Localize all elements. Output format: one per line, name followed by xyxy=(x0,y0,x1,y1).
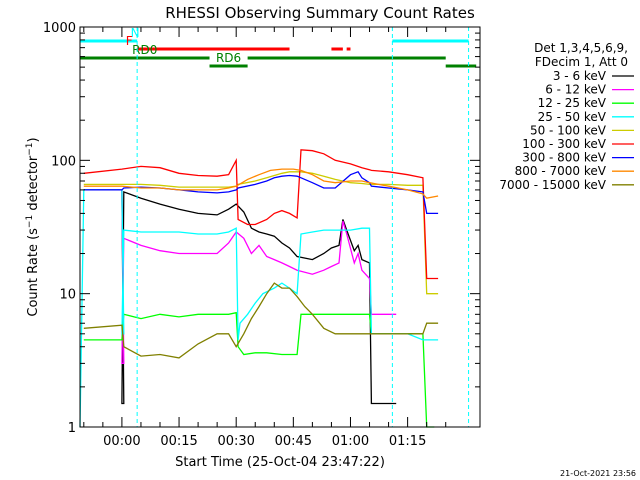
x-tick-label: 01:00 xyxy=(332,434,369,449)
legend-label-4: 50 - 100 keV xyxy=(530,123,607,137)
y-axis-label-part: −1 xyxy=(25,142,35,155)
annotation-label-RD0: RD0 xyxy=(132,43,157,57)
series-line-6 xyxy=(83,171,439,215)
series-line-2 xyxy=(83,311,435,428)
legend-label-7: 800 - 7000 keV xyxy=(515,164,607,178)
plot-frame xyxy=(79,26,481,428)
legend-header-line-1: Det 1,3,4,5,6,9, xyxy=(534,41,628,55)
series-group xyxy=(79,149,439,428)
legend-label-8: 7000 - 15000 keV xyxy=(499,178,606,192)
series-line-3 xyxy=(79,189,439,428)
y-axis-label-part: −1 xyxy=(25,215,35,228)
y-tick-label: 10 xyxy=(59,288,76,303)
legend-header-line-2: FDecim 1, Att 0 xyxy=(535,55,628,69)
y-tick-label: 1 xyxy=(68,421,76,436)
x-tick-label: 00:00 xyxy=(103,434,140,449)
generation-timestamp: 21-Oct-2021 23:56 xyxy=(560,469,636,478)
chart-title: RHESSI Observing Summary Count Rates xyxy=(165,4,475,22)
y-tick-label: 100 xyxy=(51,154,76,169)
x-tick-label: 00:15 xyxy=(160,434,197,449)
legend-label-5: 100 - 300 keV xyxy=(522,137,606,151)
y-axis-label: Count Rate (s−1 detector−1) xyxy=(25,137,41,316)
legend-label-2: 12 - 25 keV xyxy=(538,96,607,110)
annotation-label-F: F xyxy=(126,34,133,48)
legend-label-0: 3 - 6 keV xyxy=(553,69,607,83)
series-line-8 xyxy=(83,282,439,359)
x-tick-label: 00:45 xyxy=(275,434,312,449)
x-tick-label: 01:15 xyxy=(389,434,426,449)
y-axis-label-part: ) xyxy=(26,137,41,142)
y-axis-label-part: Count Rate (s xyxy=(26,228,41,317)
series-line-7 xyxy=(83,168,439,199)
series-line-0 xyxy=(83,189,397,405)
series-line-1 xyxy=(83,189,397,365)
annotation-label-RD6: RD6 xyxy=(216,51,241,65)
legend-label-6: 300 - 800 keV xyxy=(522,151,606,165)
x-axis-label: Start Time (25-Oct-04 23:47:22) xyxy=(175,455,385,470)
y-axis-label-part: detector xyxy=(26,155,41,215)
series-line-4 xyxy=(83,171,439,295)
x-tick-label: 00:30 xyxy=(217,434,254,449)
legend-label-3: 25 - 50 keV xyxy=(538,110,607,124)
annotation-label-N: N xyxy=(131,26,140,40)
y-tick-label: 1000 xyxy=(43,21,76,36)
legend-label-1: 6 - 12 keV xyxy=(545,83,607,97)
series-line-5 xyxy=(83,149,439,280)
annotation-group xyxy=(80,39,477,68)
